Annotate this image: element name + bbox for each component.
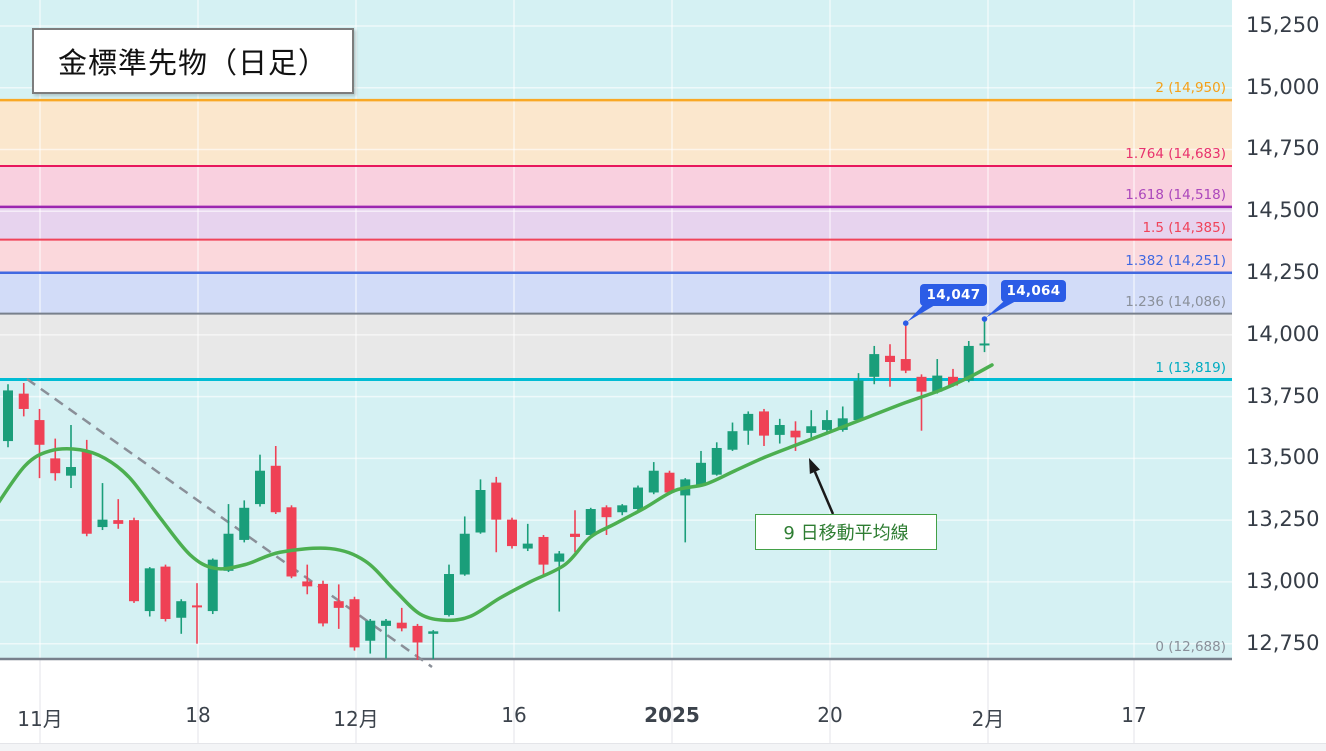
fib-lines [0,98,1232,661]
fib-level-label: 1.618 (14,518) [1125,186,1226,203]
y-axis-label: 14,250 [1246,260,1320,285]
fib-level-label: 1.236 (14,086) [1125,293,1226,310]
x-axis-label: 17 [1121,703,1147,727]
y-axis-label: 13,000 [1246,568,1320,593]
y-axis-label: 13,500 [1246,445,1320,470]
y-axis-label: 13,750 [1246,383,1320,408]
fib-level-label: 2 (14,950) [1155,80,1226,97]
callout-tails [902,301,1016,327]
x-axis-label: 16 [501,703,527,727]
fib-level-label: 1 (13,819) [1155,359,1226,376]
annotation-arrow [809,458,835,515]
ma-annotation-label: 9 日移動平均線 [783,523,909,544]
fib-level-label: 0 (12,688) [1155,639,1226,656]
candles [3,319,990,661]
y-axis-label: 15,000 [1246,74,1320,99]
bottom-axis-strip [0,743,1326,751]
x-axis-label: 11月 [17,707,63,731]
x-axis-label: 12月 [333,707,379,731]
y-axis-label: 14,500 [1246,198,1320,223]
ma-annotation-box: 9 日移動平均線 [755,514,937,550]
x-axis-label: 2月 [971,707,1005,731]
y-axis-label: 13,250 [1246,507,1320,532]
trendline [26,377,433,669]
moving-average-line [0,363,994,623]
chart-title: 金標準先物（日足） [57,46,328,80]
fib-level-label: 1.382 (14,251) [1125,252,1226,269]
fib-level-label: 1.764 (14,683) [1125,146,1226,163]
y-axis-label: 14,750 [1246,136,1320,161]
chart-title-box: 金標準先物（日足） [32,28,354,94]
y-axis-label: 14,000 [1246,321,1320,346]
y-axis-label: 15,250 [1246,12,1320,37]
fib-level-label: 1.5 (14,385) [1142,219,1226,236]
x-axis-label: 20 [817,703,843,727]
price-callout[interactable]: 14,047 [920,284,987,306]
x-axis-label: 18 [185,703,211,727]
x-axis-label: 2025 [644,703,700,727]
price-callout[interactable]: 14,064 [1001,280,1066,302]
y-axis-label: 12,750 [1246,630,1320,655]
